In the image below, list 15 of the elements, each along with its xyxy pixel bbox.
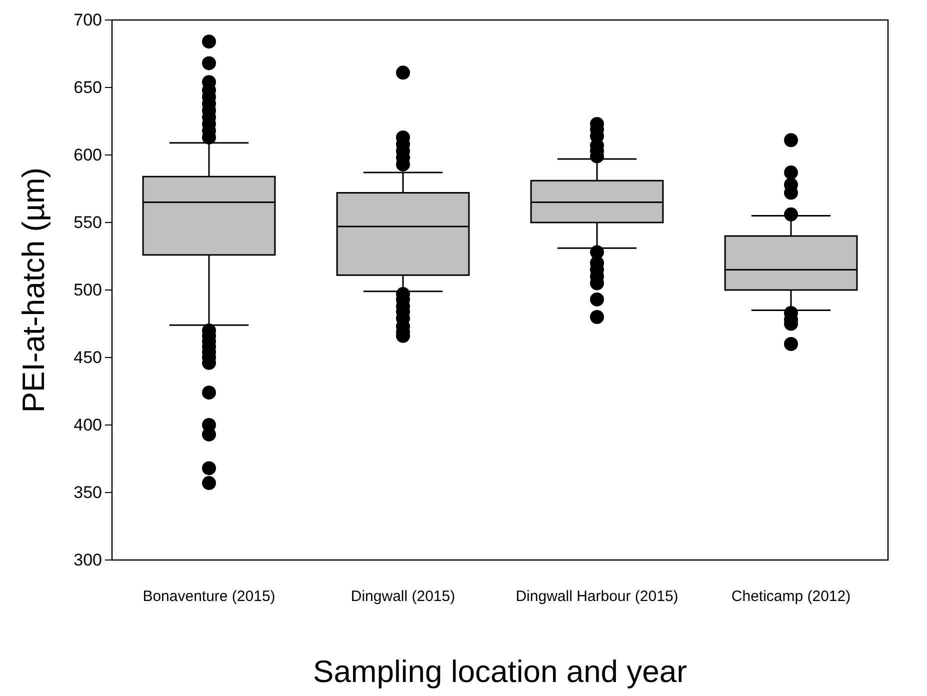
y-tick-label: 650: [74, 78, 102, 97]
y-axis-title: PEI-at-hatch (µm): [16, 167, 51, 413]
y-tick-label: 500: [74, 280, 102, 300]
x-tick-label: Bonaventure (2015): [142, 588, 276, 605]
y-tick-label: 600: [74, 145, 102, 164]
y-tick-label: 300: [74, 550, 102, 570]
y-tick-label: 450: [74, 348, 102, 367]
x-tick-label: Dingwall Harbour (2015): [516, 588, 678, 605]
y-tick-label: 700: [74, 10, 102, 30]
x-axis-title: Sampling location and year: [313, 654, 687, 689]
y-tick-label: 350: [74, 482, 102, 502]
x-tick-label: Dingwall (2015): [350, 588, 456, 605]
y-tick-label: 550: [74, 212, 102, 232]
x-tick-label: Cheticamp (2012): [731, 588, 851, 605]
y-tick-label: 400: [74, 415, 102, 434]
